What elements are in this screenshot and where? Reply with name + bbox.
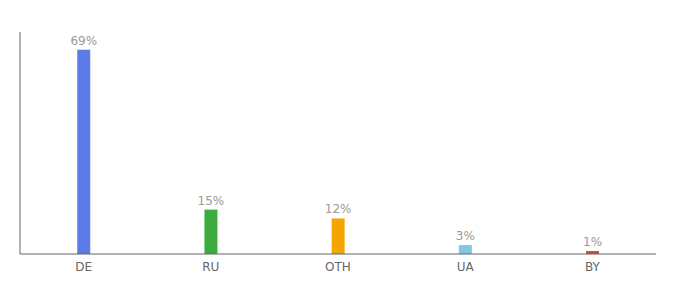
svg-text:12%: 12%	[325, 202, 352, 216]
svg-text:RU: RU	[202, 260, 219, 274]
svg-text:1%: 1%	[583, 235, 602, 249]
svg-text:69%: 69%	[70, 34, 97, 48]
svg-text:DE: DE	[75, 260, 92, 274]
svg-text:3%: 3%	[456, 229, 475, 243]
svg-text:OTH: OTH	[325, 260, 351, 274]
svg-text:BY: BY	[585, 260, 601, 274]
svg-text:UA: UA	[457, 260, 475, 274]
svg-text:15%: 15%	[198, 194, 225, 208]
